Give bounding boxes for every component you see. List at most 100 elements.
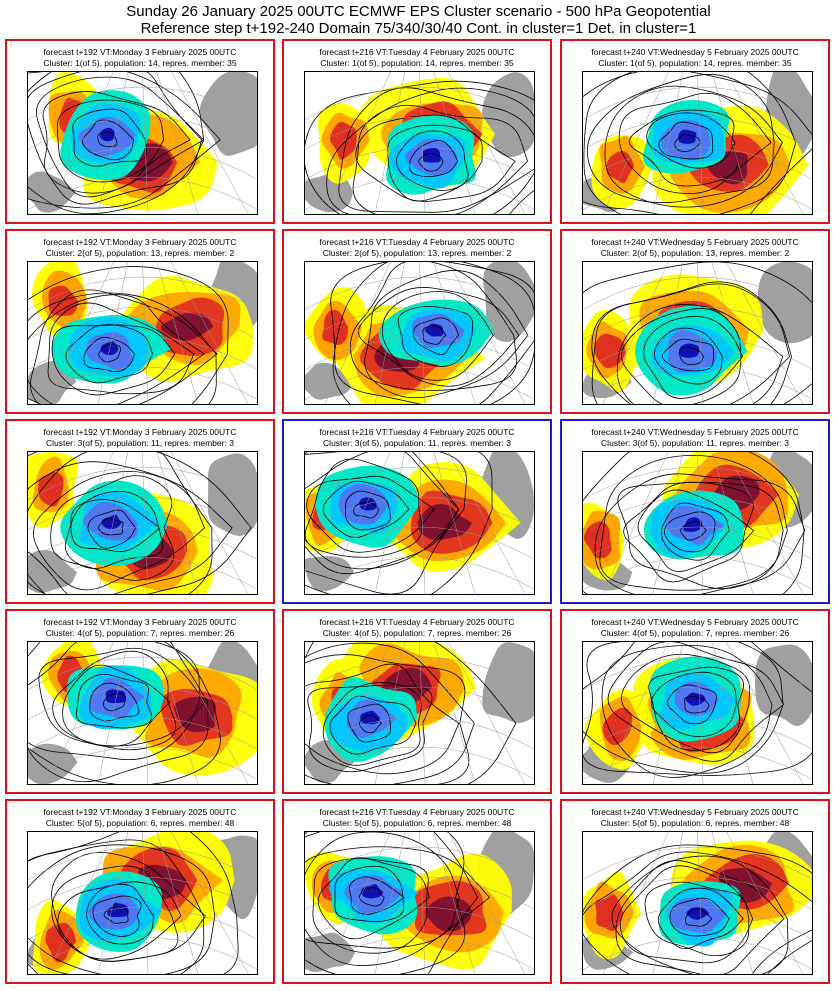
geopotential-contour xyxy=(661,502,730,561)
panel-forecast-caption: forecast t+216 VT:Tuesday 4 February 202… xyxy=(319,237,515,247)
geopotential-contour xyxy=(657,887,744,949)
geopotential-contour xyxy=(643,316,743,399)
geopotential-contour xyxy=(305,654,470,784)
graticule-line xyxy=(28,906,257,940)
geopotential-contour xyxy=(348,876,405,915)
land-mask xyxy=(305,739,355,784)
land-mask xyxy=(305,932,356,973)
graticule-line xyxy=(142,72,149,214)
geopotential-contour xyxy=(674,134,702,153)
geopotential-map xyxy=(27,261,258,405)
geopotential-map xyxy=(27,451,258,595)
graticule-line xyxy=(374,72,406,214)
geopotential-contour xyxy=(83,336,136,373)
geopotential-contour xyxy=(650,671,737,737)
graticule-line xyxy=(156,452,199,594)
graticule-line xyxy=(583,656,812,690)
graticule-line xyxy=(28,176,257,210)
positive-anomaly xyxy=(329,121,357,160)
geopotential-contour xyxy=(28,642,200,761)
graticule-line xyxy=(28,306,257,340)
geopotential-contour xyxy=(28,72,205,214)
geopotential-contour xyxy=(305,452,467,594)
graticule-line xyxy=(419,262,426,404)
geopotential-map xyxy=(582,71,813,215)
graticule-line xyxy=(305,366,534,400)
positive-anomaly xyxy=(424,896,473,932)
cluster-panel: forecast t+216 VT:Tuesday 4 February 202… xyxy=(282,799,552,984)
panel-forecast-caption: forecast t+192 VT:Monday 3 February 2025… xyxy=(43,237,237,247)
geopotential-contour xyxy=(312,857,429,954)
geopotential-contour xyxy=(658,121,714,160)
map-canvas xyxy=(583,832,812,974)
geopotential-contour xyxy=(617,481,784,589)
graticule-line xyxy=(583,276,812,310)
geopotential-contour xyxy=(604,85,783,208)
geopotential-contour xyxy=(86,883,155,945)
graticule-line xyxy=(324,642,391,784)
geopotential-map xyxy=(304,261,535,405)
geopotential-contour xyxy=(81,119,135,161)
geopotential-contour xyxy=(305,832,466,974)
geopotential-contour xyxy=(409,140,459,178)
geopotential-contour xyxy=(583,851,812,974)
graticule-line xyxy=(726,832,804,974)
negative-anomaly xyxy=(107,902,129,918)
graticule-line xyxy=(711,832,754,974)
geopotential-map xyxy=(582,831,813,975)
geopotential-contour xyxy=(30,289,218,404)
negative-anomaly xyxy=(679,343,700,358)
negative-anomaly xyxy=(683,517,703,532)
geopotential-contour xyxy=(65,324,153,384)
panel-forecast-caption: forecast t+216 VT:Tuesday 4 February 202… xyxy=(319,427,515,437)
geopotential-contour xyxy=(28,642,221,784)
cluster-panel: forecast t+240 VT:Wednesday 5 February 2… xyxy=(560,39,830,224)
graticule-line xyxy=(602,72,669,214)
geopotential-contour xyxy=(62,664,171,747)
geopotential-contour xyxy=(629,109,738,187)
graticule-line xyxy=(142,642,149,784)
geopotential-contour xyxy=(381,291,494,381)
geopotential-contour xyxy=(28,294,205,404)
geopotential-contour xyxy=(353,502,380,519)
graticule-line xyxy=(28,936,257,970)
geopotential-contour xyxy=(57,881,182,960)
graticule-line xyxy=(433,832,476,974)
graticule-line xyxy=(171,452,249,594)
graticule-line xyxy=(374,262,406,404)
geopotential-contour xyxy=(317,857,430,940)
graticule-line xyxy=(697,642,704,784)
geopotential-contour xyxy=(683,696,710,714)
geopotential-contour xyxy=(28,642,209,783)
graticule-line xyxy=(583,176,812,210)
panel-cluster-caption: Cluster: 3(of 5), population: 11, repres… xyxy=(323,438,511,448)
positive-anomaly xyxy=(48,285,79,317)
geopotential-contour xyxy=(355,114,516,202)
graticule-line xyxy=(305,746,534,780)
graticule-line xyxy=(324,452,391,594)
graticule-line xyxy=(583,526,812,560)
graticule-line xyxy=(47,72,114,214)
graticule-line xyxy=(47,262,114,404)
geopotential-contour xyxy=(51,852,206,962)
graticule-line xyxy=(583,366,812,400)
geopotential-contour xyxy=(591,281,792,404)
graticule-line xyxy=(583,746,812,780)
geopotential-contour xyxy=(28,839,205,974)
panel-cluster-caption: Cluster: 1(of 5), population: 14, repres… xyxy=(320,58,514,68)
cluster-panel: forecast t+216 VT:Tuesday 4 February 202… xyxy=(282,39,552,224)
graticule-line xyxy=(28,336,257,370)
geopotential-contour xyxy=(583,72,812,214)
geopotential-contour xyxy=(586,74,775,204)
graticule-line xyxy=(726,642,804,784)
graticule-line xyxy=(305,526,534,560)
panel-cluster-caption: Cluster: 4(of 5), population: 7, repres.… xyxy=(600,628,790,638)
land-mask xyxy=(482,642,534,723)
geopotential-contour xyxy=(70,499,161,553)
land-mask xyxy=(199,72,257,156)
panel-forecast-caption: forecast t+240 VT:Wednesday 5 February 2… xyxy=(591,47,799,57)
graticule-line xyxy=(419,72,426,214)
geopotential-contour xyxy=(583,72,797,214)
panel-forecast-caption: forecast t+192 VT:Monday 3 February 2025… xyxy=(43,47,237,57)
geopotential-contour xyxy=(669,897,730,937)
